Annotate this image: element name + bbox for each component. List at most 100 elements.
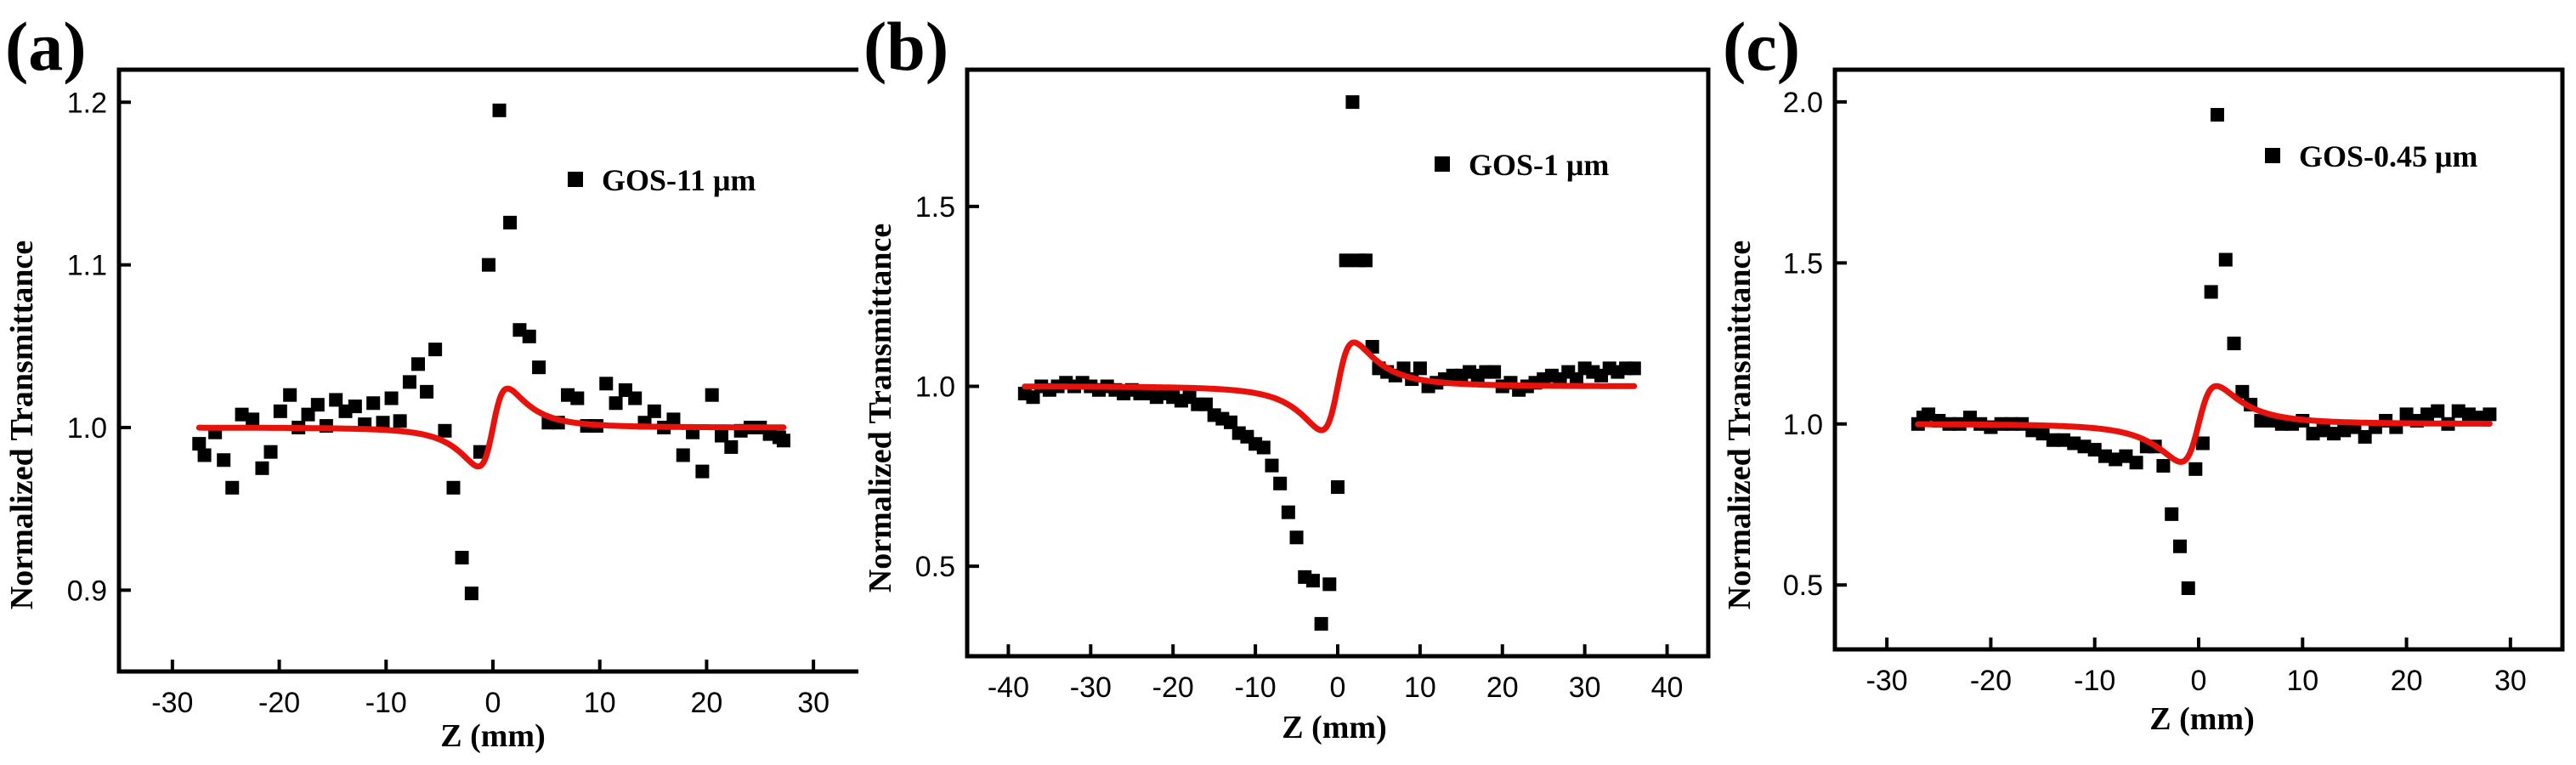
data-point — [609, 396, 623, 411]
data-point — [255, 461, 269, 475]
x-axis-title: Z (mm) — [1282, 710, 1386, 745]
data-point — [522, 329, 536, 343]
data-point — [2057, 433, 2071, 447]
data-point — [1305, 574, 1320, 588]
y-tick-label: 0.5 — [915, 551, 955, 583]
legend-marker — [2265, 148, 2280, 163]
y-tick-label: 0.5 — [1783, 570, 1823, 602]
x-tick-label: 10 — [584, 687, 616, 719]
data-point — [2316, 423, 2330, 438]
data-point — [2067, 436, 2081, 450]
data-point — [1962, 411, 1977, 425]
y-axis-title: Normalized Transmittance — [1722, 241, 1758, 609]
data-point — [2337, 423, 2352, 438]
data-point — [1339, 253, 1353, 268]
x-tick-label: -10 — [365, 687, 407, 719]
data-point — [197, 448, 212, 462]
data-point — [532, 360, 546, 375]
data-point — [2218, 252, 2233, 267]
data-point — [2358, 429, 2372, 444]
data-point — [420, 384, 434, 399]
data-point — [2306, 427, 2320, 441]
data-point — [1922, 407, 1936, 422]
data-point — [402, 375, 416, 389]
y-tick-label: 1.0 — [915, 371, 955, 404]
chart-c-svg: (c) Normalized Transmittance Z (mm) -30-… — [1722, 8, 2565, 737]
x-tick-label: 30 — [797, 687, 829, 719]
data-points — [192, 103, 790, 601]
x-tick-label: -10 — [2074, 665, 2115, 697]
data-point — [2420, 407, 2435, 422]
data-point — [2165, 507, 2179, 521]
data-point — [225, 480, 240, 495]
data-point — [2235, 384, 2250, 399]
data-point — [2483, 407, 2497, 422]
data-point — [455, 551, 469, 565]
data-point — [217, 453, 231, 468]
x-tick-label: 0 — [2191, 665, 2207, 697]
data-point — [1331, 480, 1345, 495]
y-tick-label: 1.1 — [67, 250, 107, 282]
data-point — [724, 439, 739, 454]
data-point — [1358, 253, 1373, 268]
data-point — [715, 428, 729, 443]
data-point — [2087, 443, 2102, 457]
chart-panel-a: (a) Normalized Transmittance Z (mm) -30 -… — [0, 0, 858, 765]
data-point — [1322, 577, 1337, 592]
data-point — [438, 423, 452, 438]
legend-marker — [1435, 156, 1450, 172]
chart-panel-b: (b) Normalized Transmittance Z (mm) -40-… — [858, 0, 1717, 765]
y-tick-label: 1.0 — [1783, 409, 1823, 441]
fit-curve — [1915, 382, 2493, 465]
data-point — [2119, 449, 2133, 463]
fit-curve — [1022, 339, 1638, 434]
data-point — [348, 400, 362, 414]
x-tick-label: -20 — [1970, 665, 2012, 697]
data-point — [310, 398, 325, 412]
data-point — [1627, 361, 1641, 376]
axis-ticks: -30 -20 -10 0 10 20 30 0.5 1.0 1.5 2.0 — [1783, 87, 2527, 697]
data-point — [776, 434, 790, 448]
x-tick-label: 20 — [1486, 672, 1519, 704]
data-point — [1413, 361, 1427, 376]
y-tick-label: 1.5 — [915, 191, 955, 224]
data-point — [329, 393, 343, 407]
legend-label: GOS-0.45 μm — [2299, 139, 2477, 173]
data-point — [2188, 462, 2203, 476]
data-point — [1281, 505, 1295, 519]
data-point — [1345, 95, 1360, 110]
fit-curve — [195, 385, 787, 470]
chart-b-svg: (b) Normalized Transmittance Z (mm) -40-… — [863, 8, 1711, 745]
data-point — [676, 448, 690, 462]
x-tick-label: 30 — [2494, 665, 2527, 697]
x-tick-label: 20 — [691, 687, 723, 719]
data-point — [1198, 397, 1213, 411]
data-point — [2172, 539, 2187, 553]
data-point — [384, 391, 399, 405]
data-point — [492, 103, 507, 117]
data-point — [246, 412, 260, 427]
y-axis-title: Normalized Transmittance — [4, 241, 40, 609]
x-tick-label: -30 — [1070, 672, 1112, 704]
data-point — [376, 416, 390, 430]
data-point — [570, 391, 585, 405]
data-point — [273, 404, 287, 418]
y-tick-label: 0.9 — [67, 575, 107, 607]
data-point — [2129, 456, 2143, 470]
data-point — [1265, 458, 1279, 473]
data-point — [1569, 372, 1583, 387]
data-point — [446, 480, 461, 495]
x-tick-label: 0 — [1330, 672, 1346, 704]
data-point — [283, 388, 297, 402]
data-point — [2254, 413, 2268, 428]
data-point — [1314, 616, 1328, 631]
x-tick-label: -40 — [988, 672, 1029, 704]
plot-frame — [1832, 67, 2565, 652]
x-tick-label: 0 — [485, 687, 501, 719]
plot-frame — [965, 67, 1711, 659]
data-point — [2109, 452, 2123, 467]
data-point — [2046, 433, 2060, 447]
data-point — [2431, 404, 2445, 418]
data-point — [1273, 476, 1288, 490]
